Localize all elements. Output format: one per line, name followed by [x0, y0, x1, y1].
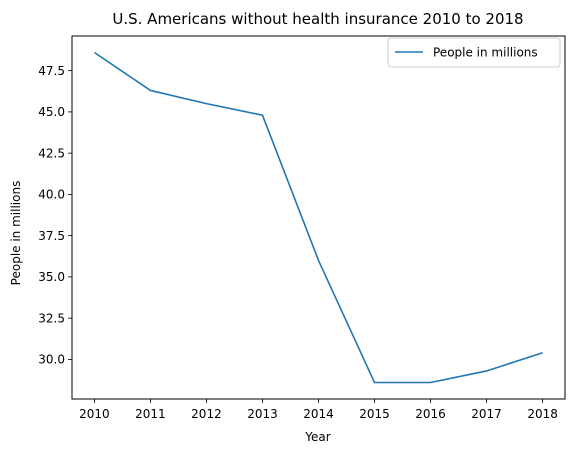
- series-layer: [93, 51, 543, 384]
- x-axis-ticks: 2010 2011 2012 2013 2014 2015 2016 2017 2018: [79, 399, 558, 421]
- x-tick-label: 2012: [191, 407, 222, 421]
- x-tick-label: 2018: [527, 407, 558, 421]
- x-tick-label: 2015: [359, 407, 390, 421]
- plot-area-frame: [71, 35, 566, 400]
- x-tick-label: 2010: [79, 407, 110, 421]
- y-axis-title: People in millions: [9, 181, 23, 286]
- chart-title: U.S. Americans without health insurance …: [112, 10, 523, 28]
- x-tick-label: 2014: [303, 407, 334, 421]
- y-tick-label: 47.5: [38, 64, 65, 78]
- y-tick-label: 45.0: [38, 105, 65, 119]
- y-tick-label: 32.5: [38, 311, 65, 325]
- x-tick-label: 2016: [415, 407, 446, 421]
- y-tick-label: 42.5: [38, 146, 65, 160]
- legend-box: [387, 37, 561, 68]
- y-tick-label: 35.0: [38, 270, 65, 284]
- x-tick-label: 2017: [471, 407, 502, 421]
- x-tick-label: 2011: [135, 407, 166, 421]
- series-line: [93, 51, 543, 384]
- y-tick-label: 40.0: [38, 188, 65, 202]
- legend-series-label: People in millions: [433, 46, 538, 60]
- x-tick-label: 2013: [247, 407, 278, 421]
- y-tick-label: 30.0: [38, 353, 65, 367]
- y-tick-label: 37.5: [38, 229, 65, 243]
- x-axis-title: Year: [304, 430, 330, 444]
- legend: People in millions: [387, 37, 561, 68]
- y-axis-ticks: 30.0 32.5 35.0 37.5 40.0 42.5 45.0 47.5: [38, 64, 72, 367]
